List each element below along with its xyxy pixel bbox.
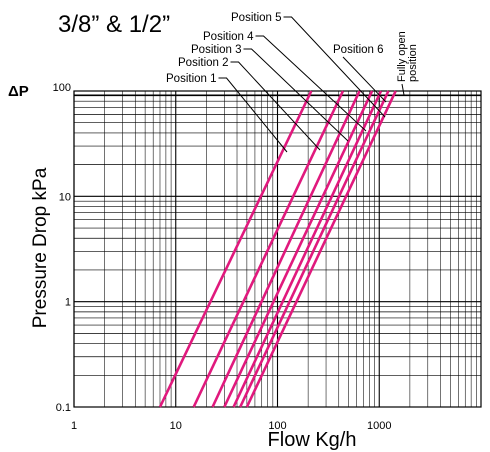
series-label-5: Position 5 [231,12,282,24]
y-tick-label: 100 [53,82,71,94]
series-lines [158,90,397,408]
series-label-1: Position 1 [166,73,217,85]
y-symbol: ΔP [8,83,29,100]
x-tick-label: 100 [268,420,286,432]
x-tick-label: 1 [71,420,77,432]
series-label-leader [218,77,288,153]
series-label-6: Position 6 [333,44,384,56]
x-axis-label: Flow Kg/h [268,429,357,451]
y-tick-label: 10 [59,191,71,203]
series-line-6 [239,90,390,408]
plot-frame [73,90,482,408]
x-tick-label: 10 [170,420,182,432]
series-label-leader [255,35,367,132]
grid [73,90,482,408]
series-label-leader [230,61,321,151]
series-label-leader [243,48,349,142]
y-tick-label: 0.1 [56,402,71,414]
series-line-4 [223,90,374,408]
x-tick-label: 1000 [367,420,391,432]
series-label-leader [342,56,387,103]
series-label-3: Position 3 [191,44,242,56]
series-line-7 [245,90,397,408]
series-label-leader [401,83,405,96]
series-label-2: Position 2 [178,57,229,69]
series-line-3 [211,90,361,408]
series-line-2 [192,90,345,408]
y-tick-label: 1 [65,297,71,309]
series-label-7: Fully openposition [396,31,419,82]
series-line-5 [232,90,383,408]
series-line-1 [158,90,313,408]
series-label-4: Position 4 [203,31,254,43]
y-axis-label: Pressure Drop kPa [30,167,51,328]
chart-title: 3/8” & 1/2” [58,11,170,38]
series-label-leader [283,16,386,118]
